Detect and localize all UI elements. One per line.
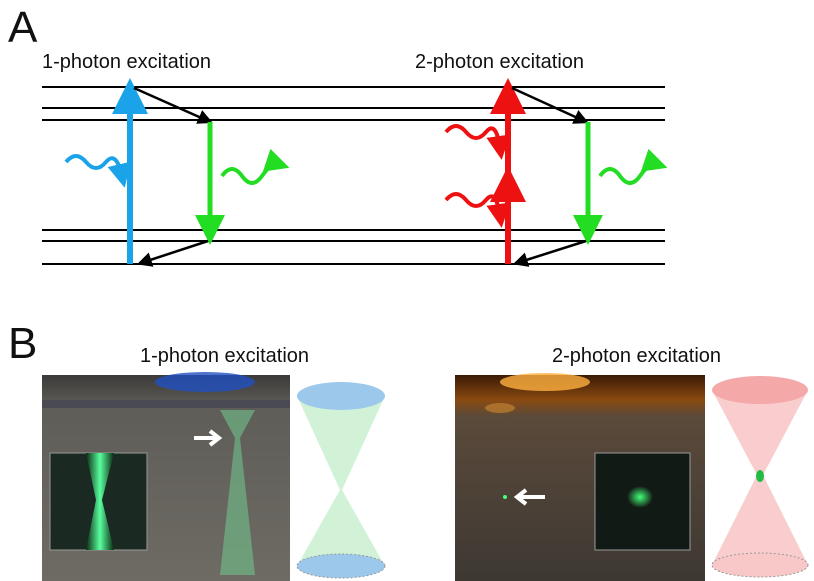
photo-two-photon [455, 373, 705, 581]
panel-label: A [8, 3, 38, 52]
two-photon-arrows [446, 88, 656, 264]
panel-title: 1-photon excitation [140, 345, 309, 367]
one-photon-arrows [66, 88, 278, 264]
panel-title: 2-photon excitation [552, 345, 721, 367]
cone-one-photon [297, 382, 385, 578]
energy-levels [42, 87, 665, 264]
figure: A 1-photon excitation 2-photon excitatio… [0, 0, 814, 581]
photo-one-photon [42, 372, 290, 581]
panel-label: B [8, 319, 37, 368]
panel-title: 2-photon excitation [415, 51, 584, 73]
panel-title: 1-photon excitation [42, 51, 211, 73]
cone-two-photon [712, 376, 808, 577]
